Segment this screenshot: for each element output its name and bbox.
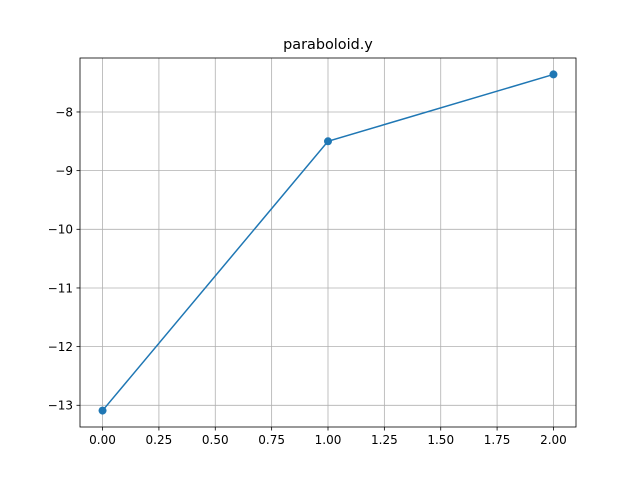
y-tick-label: −10 bbox=[48, 223, 73, 237]
data-point bbox=[549, 70, 558, 79]
x-tick-label: 1.50 bbox=[427, 433, 454, 447]
plot-frame bbox=[79, 57, 577, 428]
tick-labels: 0.00 0.25 0.50 0.75 1.00 1.25 1.50 1.75 2.00 −13 −… bbox=[48, 105, 567, 447]
y-tick-label: −11 bbox=[48, 281, 73, 295]
x-tick-label: 0.25 bbox=[146, 433, 173, 447]
x-tick-label: 0.75 bbox=[258, 433, 285, 447]
grid bbox=[80, 58, 576, 427]
y-tick-label: −8 bbox=[55, 105, 73, 119]
x-tick-label: 1.75 bbox=[484, 433, 511, 447]
data-point bbox=[324, 137, 332, 146]
x-tick-label: 1.25 bbox=[371, 433, 398, 447]
data-point bbox=[98, 406, 107, 415]
chart-title: paraboloid.y bbox=[283, 37, 373, 53]
x-tick-label: 2.00 bbox=[540, 433, 567, 447]
x-tick-label: 0.50 bbox=[202, 433, 229, 447]
series bbox=[98, 70, 558, 415]
x-tick-label: 0.00 bbox=[89, 433, 116, 447]
axes bbox=[76, 57, 577, 431]
y-tick-label: −9 bbox=[55, 164, 73, 178]
y-tick-label: −13 bbox=[48, 399, 73, 413]
y-tick-label: −12 bbox=[48, 340, 73, 354]
x-tick-label: 1.00 bbox=[315, 433, 342, 447]
